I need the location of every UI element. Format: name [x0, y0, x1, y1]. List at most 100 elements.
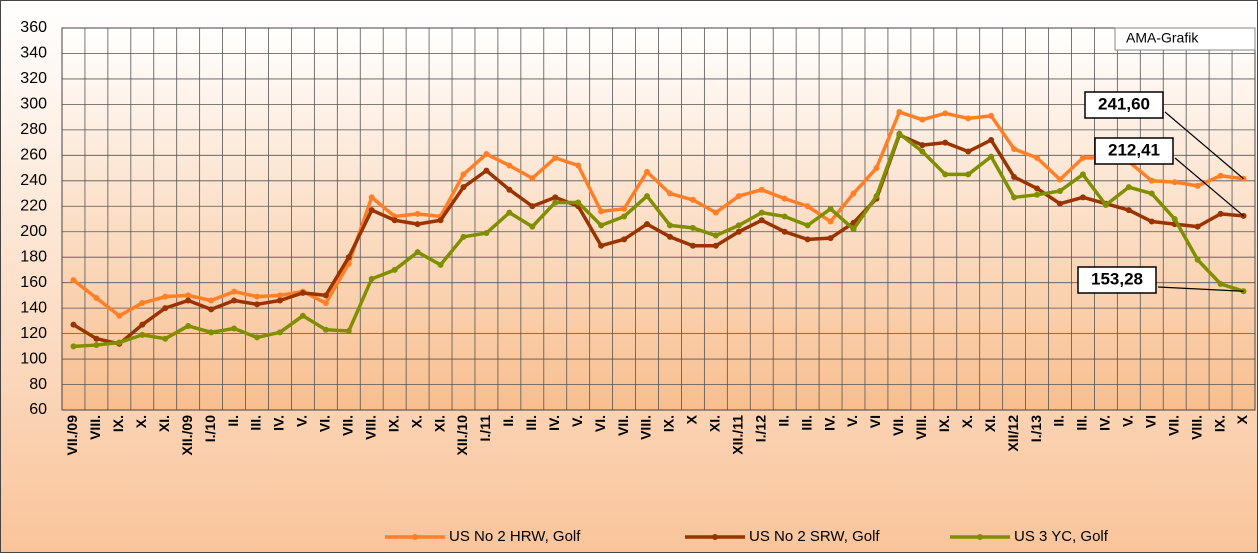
point: [1034, 191, 1041, 198]
annotation-box: [1114, 27, 1256, 51]
x-tick-label: II.: [775, 415, 791, 427]
x-tick-label: IX.: [936, 415, 952, 432]
point: [276, 329, 283, 336]
point: [139, 321, 146, 328]
point: [414, 210, 421, 217]
point: [758, 186, 765, 193]
y-tick-label: 320: [20, 70, 47, 87]
x-tick-label: XII./11: [730, 415, 746, 455]
point: [70, 321, 77, 328]
x-tick-label: IX.: [1211, 415, 1227, 432]
point: [1056, 187, 1063, 194]
point: [93, 335, 100, 342]
series-line: [72, 133, 1244, 346]
y-tick-label: 300: [20, 96, 47, 113]
x-tick-label: VIII.: [362, 415, 378, 440]
point: [276, 297, 283, 304]
y-tick-label: 260: [20, 147, 47, 164]
x-tick-label: I./13: [1028, 415, 1044, 442]
point: [1034, 185, 1041, 192]
point: [896, 109, 903, 116]
point: [965, 115, 972, 122]
point: [598, 208, 605, 215]
point: [1171, 216, 1178, 222]
value-label: 241,60: [1098, 94, 1150, 113]
point: [1194, 256, 1201, 263]
point: [988, 153, 995, 160]
point: [483, 151, 490, 158]
point: [575, 199, 582, 206]
point: [850, 190, 857, 197]
point: [1056, 176, 1063, 183]
point: [644, 221, 651, 228]
point: [965, 171, 972, 178]
x-tick-label: XI.: [707, 415, 723, 432]
x-tick-label: VII.: [1165, 415, 1181, 436]
x-tick-label: VII.: [890, 415, 906, 436]
point: [621, 236, 628, 243]
point: [93, 294, 100, 301]
point: [575, 162, 582, 169]
point: [666, 190, 673, 197]
y-tick-label: 60: [29, 401, 47, 418]
point: [1125, 207, 1132, 214]
point: [758, 217, 765, 224]
point: [850, 226, 857, 233]
point: [735, 222, 742, 229]
point: [644, 193, 651, 200]
point: [988, 137, 995, 144]
point: [1217, 210, 1224, 217]
point: [162, 335, 169, 342]
y-tick-label: 120: [20, 325, 47, 342]
x-tick-label: III.: [798, 415, 814, 431]
x-tick-label: VI.: [592, 415, 608, 432]
x-tick-label: I./10: [202, 415, 218, 442]
point: [735, 228, 742, 235]
x-tick-label: V.: [844, 415, 860, 427]
point: [552, 194, 559, 201]
y-tick-label: 140: [20, 299, 47, 316]
x-tick-label: III.: [248, 415, 264, 431]
point: [1102, 201, 1109, 208]
x-tick-label: VI.: [317, 415, 333, 432]
point: [299, 289, 306, 296]
point: [139, 331, 146, 338]
point: [437, 261, 444, 268]
point: [460, 171, 467, 178]
x-tick-label: IX.: [661, 415, 677, 432]
point: [1217, 172, 1224, 179]
point: [254, 334, 261, 341]
point: [414, 221, 421, 228]
x-tick-label: IV.: [1097, 415, 1113, 431]
x-tick-label: X.: [133, 415, 149, 428]
point: [781, 213, 788, 220]
point: [345, 328, 352, 335]
point: [1011, 145, 1018, 152]
series-line: [72, 110, 1244, 318]
x-tick-label: XI.: [156, 415, 172, 432]
point: [598, 222, 605, 229]
point: [162, 305, 169, 312]
y-tick-label: 340: [20, 45, 47, 62]
legend-label: US 3 YC, Golf: [1014, 528, 1109, 545]
point: [873, 193, 880, 200]
point: [804, 222, 811, 229]
legend-marker: [977, 534, 983, 540]
point: [185, 292, 192, 299]
y-tick-label: 240: [20, 172, 47, 189]
y-tick-label: 220: [20, 197, 47, 214]
x-tick-label: XII./09: [179, 415, 195, 456]
point: [621, 213, 628, 220]
point: [231, 297, 238, 304]
legend-label: US No 2 HRW, Golf: [449, 528, 581, 545]
point: [1148, 218, 1155, 225]
point: [942, 139, 949, 146]
x-tick-label: X.: [959, 415, 975, 428]
point: [689, 242, 696, 249]
point: [70, 343, 77, 350]
point: [460, 233, 467, 240]
x-tick-label: VIII.: [1188, 415, 1204, 440]
point: [254, 301, 261, 308]
x-tick-label: IX.: [385, 415, 401, 432]
